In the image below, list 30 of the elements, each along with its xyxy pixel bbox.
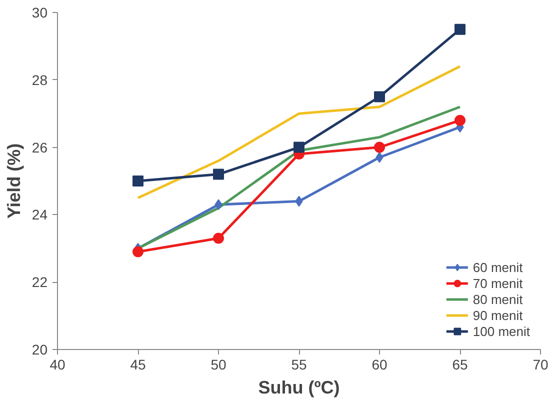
point [374, 142, 385, 153]
point [294, 142, 304, 153]
legend-label: 100 menit [472, 323, 530, 339]
y-tick-label: 30 [32, 4, 48, 20]
x-tick-label: 50 [210, 356, 226, 372]
point [132, 176, 144, 186]
point [213, 232, 224, 244]
legend-label: 60 menit [472, 259, 523, 275]
point [454, 24, 466, 35]
x-tick-label: 65 [452, 356, 468, 372]
legend-label: 80 menit [472, 291, 523, 307]
y-tick-label: 28 [32, 72, 48, 88]
y-tick-label: 20 [32, 342, 48, 358]
x-tick-label: 45 [130, 356, 146, 372]
point [454, 114, 466, 126]
x-tick-label: 55 [291, 356, 307, 372]
y-tick-label: 26 [32, 139, 48, 156]
x-axis-title: Suhu (ºC) [258, 378, 340, 398]
point [374, 91, 385, 102]
x-tick-label: 40 [50, 356, 66, 372]
y-tick-label: 22 [32, 274, 48, 290]
point [132, 246, 144, 258]
legend-label: 90 menit [472, 307, 523, 323]
x-tick-label: 60 [372, 356, 388, 372]
y-tick-label: 24 [32, 206, 48, 223]
point [213, 168, 224, 180]
legend-label: 70 menit [472, 275, 523, 291]
x-tick-label: 70 [532, 356, 548, 372]
y-axis-title: Yield (%) [4, 143, 24, 219]
line-series [136, 65, 462, 200]
